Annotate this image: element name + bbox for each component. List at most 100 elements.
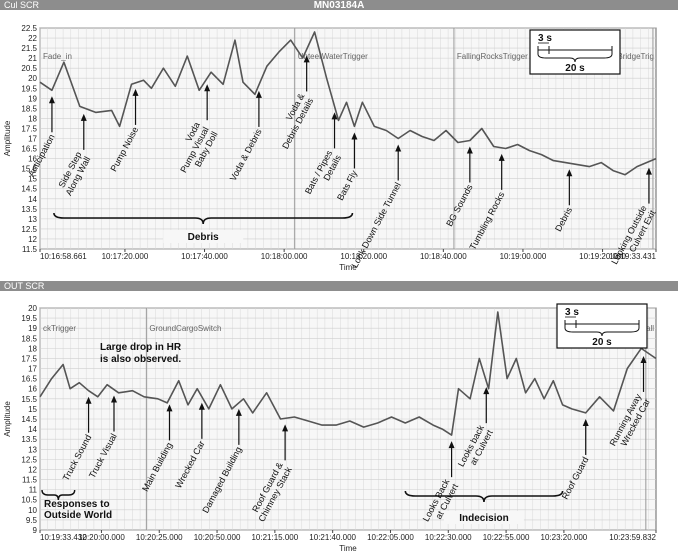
annotation-arrowhead	[331, 112, 338, 120]
y-tick-label: 12	[28, 235, 37, 244]
x-tick-label: 10:22:30.000	[425, 533, 472, 542]
annotation-arrowhead	[448, 441, 455, 449]
annotation-arrowhead	[640, 355, 647, 363]
x-tick-label: 10:19:20.000	[579, 252, 626, 261]
y-tick-label: 15.5	[21, 395, 37, 404]
y-tick-label: 11	[29, 486, 38, 495]
y-axis-label: Amplitude	[3, 401, 12, 437]
y-tick-label: 16.5	[21, 145, 37, 154]
left-bracket-label: Outside World	[44, 510, 112, 521]
note-text: Large drop in HR	[100, 342, 182, 353]
y-tick-label: 21.5	[21, 44, 37, 53]
y-tick-label: 14	[28, 425, 37, 434]
y-tick-label: 18.5	[21, 334, 37, 343]
annotation-arrowhead	[498, 153, 505, 161]
x-tick-label: 10:22:55.000	[483, 533, 530, 542]
y-tick-label: 13.5	[21, 205, 37, 214]
scale-box	[529, 29, 621, 75]
y-tick-label: 10.5	[21, 496, 37, 505]
annotation-arrowhead	[48, 96, 55, 104]
x-tick-label: 10:16:58.661	[40, 252, 87, 261]
annotation-arrowhead	[395, 144, 402, 152]
x-tick-label: 10:17:40.000	[181, 252, 228, 261]
y-tick-label: 21	[28, 54, 37, 63]
panel-2-header: OUT SCR	[0, 281, 678, 291]
series-line	[39, 311, 657, 436]
y-tick-label: 22	[28, 34, 37, 43]
x-axis-label: Time	[339, 263, 357, 272]
y-tick-label: 22.5	[21, 24, 37, 33]
scale-label-small: 3 s	[565, 307, 579, 318]
scale-label-small: 3 s	[538, 33, 552, 44]
x-tick-label: 10:19:33.431	[609, 252, 656, 261]
y-tick-label: 15.5	[21, 165, 37, 174]
y-tick-label: 19.5	[21, 84, 37, 93]
y-tick-label: 19	[28, 94, 37, 103]
y-tick-label: 18.5	[21, 104, 37, 113]
annotation-arrowhead	[282, 424, 289, 432]
grid	[39, 307, 656, 531]
y-tick-label: 15	[28, 175, 37, 184]
bracket-label-bg	[163, 230, 244, 243]
panel-2-header-left: OUT SCR	[4, 281, 45, 291]
y-tick-label: 10	[28, 506, 37, 515]
y-tick-label: 12.5	[21, 225, 37, 234]
bracket	[404, 490, 564, 503]
trigger-label: ckTrigger	[43, 324, 76, 333]
y-tick-label: 17.5	[21, 124, 37, 133]
left-bracket-label: Responses to	[44, 499, 110, 510]
scale-label-large: 20 s	[565, 63, 585, 74]
annotation-arrowhead	[566, 169, 573, 177]
annotation-arrowhead	[645, 167, 652, 175]
annotation-arrowhead	[80, 113, 87, 121]
y-tick-label: 20	[28, 74, 37, 83]
annotation-arrowhead	[198, 402, 205, 410]
bracket-label-bg	[443, 511, 524, 524]
y-tick-label: 18	[28, 114, 37, 123]
annotation-arrowhead	[110, 395, 117, 403]
scale-brace	[564, 327, 640, 337]
left-bracket	[41, 489, 76, 501]
bracket	[53, 212, 354, 225]
y-tick-label: 12	[28, 465, 37, 474]
y-tick-label: 14	[28, 195, 37, 204]
x-tick-label: 10:22:05.000	[367, 533, 414, 542]
y-tick-label: 18	[28, 344, 37, 353]
annotation-arrowhead	[255, 90, 262, 98]
trigger-label: UnteerWaterTrigger	[298, 52, 368, 61]
x-tick-label: 10:20:50.000	[194, 533, 241, 542]
x-tick-label: 10:17:20.000	[102, 252, 149, 261]
grid	[39, 27, 656, 250]
y-tick-label: 17.5	[21, 354, 37, 363]
x-tick-label: 10:20:25.000	[136, 533, 183, 542]
y-tick-label: 13.5	[21, 435, 37, 444]
y-tick-label: 12.5	[21, 455, 37, 464]
y-tick-label: 20.5	[21, 64, 37, 73]
panel-1-title: MN03184A	[314, 0, 365, 11]
y-tick-label: 9	[33, 526, 38, 535]
y-tick-label: 14.5	[21, 415, 37, 424]
x-tick-label: 10:21:15.000	[251, 533, 298, 542]
note-text: is also observed.	[100, 354, 181, 365]
y-tick-label: 16	[28, 155, 37, 164]
bracket-label: Debris	[188, 232, 220, 243]
panel-1-header: Cul SCR MN03184A	[0, 0, 678, 11]
y-tick-label: 13	[28, 445, 37, 454]
trigger-label: Fade_in	[43, 52, 72, 61]
annotation-arrowhead	[582, 418, 589, 426]
y-tick-label: 15	[28, 405, 37, 414]
annotation-arrowhead	[166, 404, 173, 412]
series-line	[39, 31, 657, 176]
x-tick-label: 10:19:33.432	[40, 533, 87, 542]
y-tick-label: 19	[28, 324, 37, 333]
x-tick-label: 10:20:00.000	[78, 533, 125, 542]
annotation-arrowhead	[351, 132, 358, 140]
x-tick-label: 10:18:00.000	[261, 252, 308, 261]
annotation-arrowhead	[85, 396, 92, 404]
scale-label-large: 20 s	[592, 337, 612, 348]
scale-box	[556, 303, 648, 349]
bracket-label: Indecision	[459, 513, 508, 524]
